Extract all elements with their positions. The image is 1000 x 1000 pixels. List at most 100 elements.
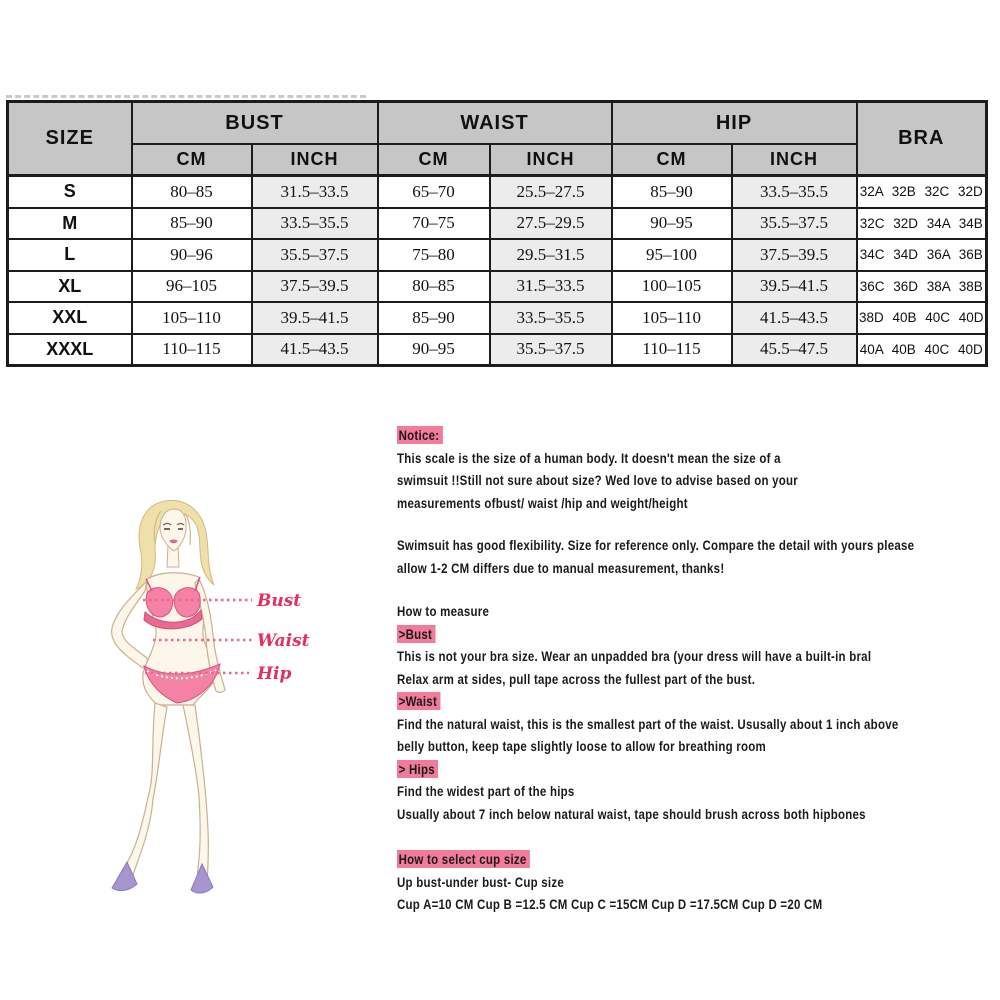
table-cell: 85–90 (130, 206, 253, 240)
subheader-waist-inch: INCH (488, 143, 613, 177)
size-chart: SIZE BUST WAIST HIP BRA CM INCH CM INCH … (6, 100, 989, 367)
col-header-waist: WAIST (376, 100, 613, 145)
table-cell: 25.5–27.5 (488, 174, 613, 209)
hips-instruction-line: Usually about 7 inch below natural waist… (397, 805, 866, 822)
bra-sizes-cell: 32A 32B 32C 32D (855, 174, 988, 209)
how-to-measure-title: How to measure (397, 603, 490, 619)
table-cell: 39.5–41.5 (730, 269, 858, 303)
table-cell: 90–95 (376, 332, 491, 367)
flexibility-note-line: Swimsuit has good flexibility. Size for … (397, 537, 915, 553)
subheader-bust-inch: INCH (250, 143, 379, 177)
notice-heading: Notice: (397, 426, 443, 444)
table-cell: 29.5–31.5 (488, 238, 613, 272)
measurement-figure: Bust Waist Hip (95, 495, 335, 925)
bra-sizes-cell: 36C 36D 38A 38B (855, 269, 988, 303)
table-cell: 85–90 (610, 174, 733, 209)
lips (169, 539, 178, 544)
table-cell: 90–95 (610, 206, 733, 240)
table-row-s: S 80–85 31.5–33.5 65–70 25.5–27.5 85–90 … (6, 174, 988, 209)
bra-sizes-cell: 32C 32D 34A 34B (855, 206, 988, 240)
waist-heading-line: >Waist (397, 690, 971, 713)
subheader-waist-cm: CM (376, 143, 491, 177)
table-row-m: M 85–90 33.5–35.5 70–75 27.5–29.5 90–95 … (6, 206, 988, 240)
table-row-xl: XL 96–105 37.5–39.5 80–85 31.5–33.5 100–… (6, 269, 988, 303)
table-cell: 80–85 (130, 174, 253, 209)
size-label: L (6, 238, 133, 272)
col-header-bust: BUST (130, 100, 379, 145)
hair-strands (153, 510, 191, 546)
table-row-xxxl: XXXL 110–115 41.5–43.5 90–95 35.5–37.5 1… (6, 332, 988, 367)
hips-heading-line: > Hips (397, 758, 971, 781)
size-label: XXL (6, 301, 133, 335)
size-label: XL (6, 269, 133, 303)
bust-heading-line: >Bust (397, 623, 971, 646)
table-cell: 100–105 (610, 269, 733, 303)
waist-label: Waist (257, 631, 310, 651)
subheader-hip-cm: CM (610, 143, 733, 177)
table-cell: 39.5–41.5 (250, 301, 379, 335)
subheader-hip-inch: INCH (730, 143, 858, 177)
hips-instruction-line: Find the widest part of the hips (397, 783, 575, 799)
cup-size-heading: How to select cup size (397, 850, 530, 868)
table-cell: 95–100 (610, 238, 733, 272)
table-cell: 35.5–37.5 (250, 238, 379, 272)
right-arm (194, 577, 226, 693)
bikini-top-band (143, 608, 203, 630)
col-header-hip: HIP (610, 100, 858, 145)
notice-text-line: swimsuit !!Still not sure about size? We… (397, 472, 799, 488)
dashed-artifact-line (6, 95, 366, 98)
table-cell: 90–96 (130, 238, 253, 272)
cup-size-line: Up bust-under bust- Cup size (397, 873, 564, 890)
size-chart-table: SIZE BUST WAIST HIP BRA CM INCH CM INCH … (6, 100, 989, 367)
eyebrows (162, 522, 185, 526)
cup-size-heading-line: How to select cup size (397, 848, 971, 871)
bust-instruction-line: This is not your bra size. Wear an unpad… (397, 648, 872, 664)
hip-label: Hip (256, 664, 292, 684)
size-label: XXXL (6, 332, 133, 367)
table-cell: 31.5–33.5 (250, 174, 379, 209)
table-cell: 33.5–35.5 (488, 301, 613, 335)
table-cell: 75–80 (376, 238, 491, 272)
table-cell: 37.5–39.5 (250, 269, 379, 303)
table-cell: 80–85 (376, 269, 491, 303)
bikini-straps (145, 576, 201, 592)
notice-text-line: This scale is the size of a human body. … (397, 449, 781, 466)
table-cell: 110–115 (130, 332, 253, 367)
table-cell: 65–70 (376, 174, 491, 209)
woman-sketch-illustration: Bust Waist Hip (111, 499, 310, 894)
table-cell: 96–105 (130, 269, 253, 303)
bra-sizes-cell: 34C 34D 36A 36B (855, 238, 988, 272)
table-cell: 85–90 (376, 301, 491, 335)
waist-heading: >Waist (397, 692, 441, 710)
table-row-l: L 90–96 35.5–37.5 75–80 29.5–31.5 95–100… (6, 238, 988, 272)
table-cell: 35.5–37.5 (488, 332, 613, 367)
bust-instruction-line: Relax arm at sides, pull tape across the… (397, 670, 756, 687)
col-header-size: SIZE (6, 100, 133, 177)
size-label: M (6, 206, 133, 240)
bra-sizes-cell: 38D 40B 40C 40D (855, 301, 988, 335)
table-cell: 27.5–29.5 (488, 206, 613, 240)
table-cell: 33.5–35.5 (250, 206, 379, 240)
left-arm (111, 579, 148, 669)
notice-text-line: measurements ofbust/ waist /hip and weig… (397, 494, 688, 511)
table-cell: 70–75 (376, 206, 491, 240)
table-row-xxl: XXL 105–110 39.5–41.5 85–90 33.5–35.5 10… (6, 301, 988, 335)
table-cell: 41.5–43.5 (730, 301, 858, 335)
table-cell: 37.5–39.5 (730, 238, 858, 272)
bikini-top-left-cup (145, 587, 174, 618)
size-label: S (6, 174, 133, 209)
table-cell: 45.5–47.5 (730, 332, 858, 367)
size-notes-column: Notice: This scale is the size of a huma… (397, 424, 971, 916)
left-heel-shoe (111, 860, 138, 892)
table-cell: 105–110 (130, 301, 253, 335)
table-cell: 105–110 (610, 301, 733, 335)
col-header-bra: BRA (855, 100, 988, 177)
hips-heading: > Hips (397, 759, 439, 778)
bra-sizes-cell: 40A 40B 40C 40D (855, 332, 988, 367)
cup-size-line: Cup A=10 CM Cup B =12.5 CM Cup C =15CM C… (397, 896, 823, 912)
table-cell: 33.5–35.5 (730, 174, 858, 209)
waist-instruction-line: belly button, keep tape slightly loose t… (397, 738, 766, 754)
right-heel-shoe (190, 862, 214, 894)
table-cell: 35.5–37.5 (730, 206, 858, 240)
